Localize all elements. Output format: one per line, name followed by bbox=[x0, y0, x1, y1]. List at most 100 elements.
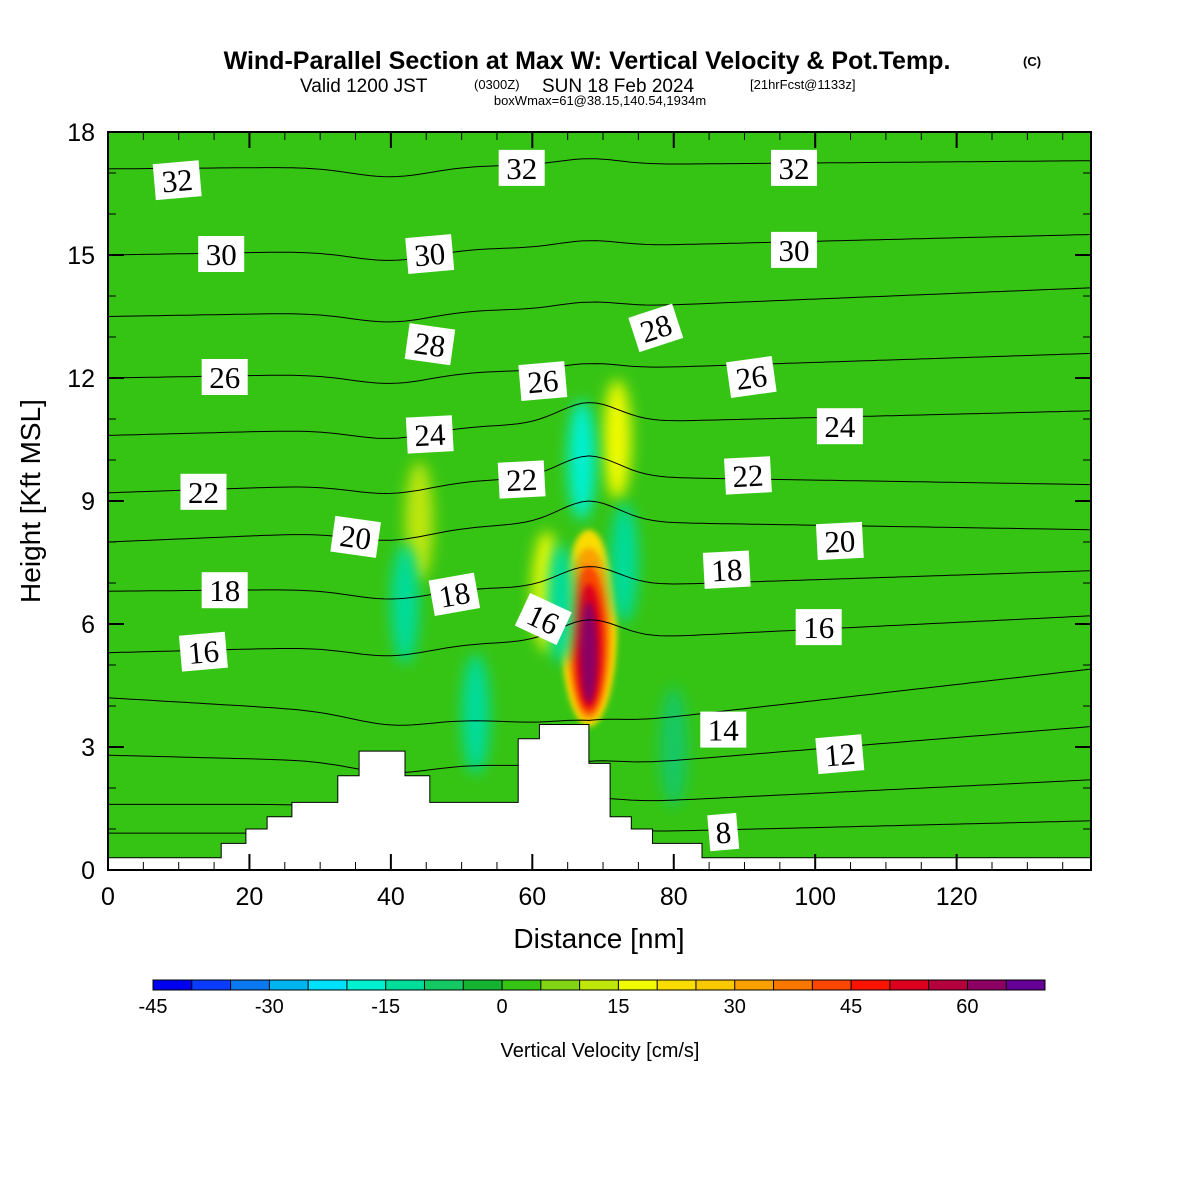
y-tick-label: 12 bbox=[67, 365, 95, 393]
colorbar-bin bbox=[889, 980, 929, 990]
contour-label-text: 30 bbox=[206, 237, 237, 272]
contour-label-box bbox=[497, 460, 546, 499]
colorbar-bin bbox=[424, 980, 464, 990]
terrain bbox=[108, 724, 1091, 870]
contour-label: 24 bbox=[405, 415, 454, 454]
theta-contour-32 bbox=[108, 158, 1091, 178]
contour-label-box bbox=[771, 231, 817, 268]
colorbar-bin bbox=[153, 980, 192, 990]
colorbar-bin bbox=[812, 980, 852, 990]
theta-contour-22 bbox=[108, 455, 1091, 495]
contour-label-text: 22 bbox=[188, 475, 219, 510]
contour-label-box bbox=[180, 473, 227, 510]
contour-label: 18 bbox=[201, 572, 248, 609]
y-tick-label: 6 bbox=[81, 611, 95, 639]
contour-label-text: 20 bbox=[823, 523, 856, 560]
colorbar-bin bbox=[308, 980, 347, 990]
colorbar-bin bbox=[463, 980, 503, 990]
colorbar-tick-label: -45 bbox=[139, 996, 168, 1018]
contour-label: 28 bbox=[404, 323, 456, 366]
colorbar-bin bbox=[734, 980, 774, 990]
contour-label-box bbox=[514, 592, 572, 646]
y-tick-label: 0 bbox=[81, 857, 95, 885]
theta-contour-24 bbox=[108, 402, 1091, 439]
contour-label: 22 bbox=[497, 460, 546, 499]
contour-label-box bbox=[178, 631, 228, 672]
contour-label: 8 bbox=[707, 812, 740, 852]
colorbar-bin bbox=[618, 980, 658, 990]
colorbar-tick-label: 60 bbox=[956, 996, 978, 1018]
contour-label: 12 bbox=[815, 734, 865, 775]
valid-date-label: SUN 18 Feb 2024 bbox=[542, 76, 695, 97]
contour-label-box bbox=[628, 303, 684, 353]
y-tick-label: 18 bbox=[67, 119, 95, 147]
contour-label-text: 30 bbox=[413, 236, 447, 274]
contour-label-box bbox=[498, 149, 545, 186]
plot-background bbox=[108, 132, 1091, 870]
contour-label-text: 8 bbox=[714, 814, 732, 850]
contour-label: 20 bbox=[330, 515, 381, 558]
x-axis-title: Distance [nm] bbox=[513, 923, 684, 954]
contour-label: 18 bbox=[428, 572, 481, 617]
downdraft-area bbox=[461, 654, 490, 775]
contour-label: 22 bbox=[180, 473, 227, 510]
colorbar-bin bbox=[695, 980, 735, 990]
contour-label-text: 32 bbox=[506, 151, 537, 186]
colorbar-bin bbox=[385, 980, 425, 990]
contour-label-text: 30 bbox=[779, 233, 810, 268]
y-tick-label: 9 bbox=[81, 488, 95, 516]
x-tick-label: 80 bbox=[660, 883, 688, 911]
contour-label-text: 32 bbox=[779, 151, 810, 186]
colorbar-bin bbox=[502, 980, 541, 990]
contour-label: 32 bbox=[152, 160, 202, 201]
theta-contour-26 bbox=[108, 352, 1091, 384]
colorbar-bin bbox=[967, 980, 1007, 990]
contour-label: 18 bbox=[702, 550, 751, 589]
contour-label: 28 bbox=[628, 303, 684, 353]
colorbar-bin bbox=[928, 980, 968, 990]
contour-label: 30 bbox=[405, 234, 455, 274]
contour-label-text: 32 bbox=[160, 162, 194, 200]
valid-time-label: Valid 1200 JST bbox=[300, 76, 428, 97]
valid-zulu-label: (0300Z) bbox=[474, 77, 520, 92]
theta-contour-30 bbox=[108, 234, 1091, 261]
contour-label-text: 26 bbox=[734, 358, 770, 397]
downdraft-area bbox=[659, 687, 688, 807]
contour-label-box bbox=[726, 355, 777, 399]
forecast-info-label: [21hrFcst@1133z] bbox=[750, 77, 855, 92]
contour-label: 32 bbox=[771, 149, 817, 186]
updraft-core-layer bbox=[580, 601, 597, 703]
contour-label-text: 18 bbox=[209, 573, 240, 608]
colorbar-bin bbox=[346, 980, 386, 990]
contour-label-text: 20 bbox=[338, 518, 374, 557]
contour-label: 26 bbox=[201, 359, 248, 395]
contour-label-box bbox=[198, 236, 245, 272]
x-tick-label: 40 bbox=[377, 883, 405, 911]
chart-title: Wind-Parallel Section at Max W: Vertical… bbox=[224, 47, 951, 75]
contour-label: 14 bbox=[700, 711, 747, 748]
contour-label-text: 22 bbox=[505, 462, 538, 499]
theta-contour-14 bbox=[108, 668, 1091, 726]
colorbar-frame bbox=[152, 979, 1046, 991]
contour-label-text: 18 bbox=[436, 575, 473, 615]
contour-label-box bbox=[405, 415, 454, 454]
contour-label-box bbox=[152, 160, 202, 201]
downdraft-area bbox=[391, 543, 420, 664]
y-tick-label: 3 bbox=[81, 734, 95, 762]
colorbar-bin bbox=[540, 980, 580, 990]
colorbar-tick-label: -30 bbox=[255, 996, 284, 1018]
colorbar-bin bbox=[657, 980, 696, 990]
colorbar-tick-label: -15 bbox=[371, 996, 400, 1018]
contour-label-box bbox=[330, 515, 381, 558]
downdraft-area bbox=[610, 502, 639, 623]
x-tick-label: 100 bbox=[794, 883, 836, 911]
contour-label-text: 24 bbox=[824, 409, 856, 444]
contour-label-box bbox=[702, 550, 751, 589]
colorbar-bin bbox=[773, 980, 813, 990]
contour-label: 30 bbox=[771, 231, 817, 268]
theta-contour-28 bbox=[108, 287, 1091, 323]
contour-label: 16 bbox=[178, 631, 228, 672]
contour-label: 16 bbox=[795, 609, 842, 646]
colorbar: -45 -30 -15 0 15 30 45 60 bbox=[139, 979, 1046, 1018]
colorbar-bin bbox=[191, 980, 231, 990]
